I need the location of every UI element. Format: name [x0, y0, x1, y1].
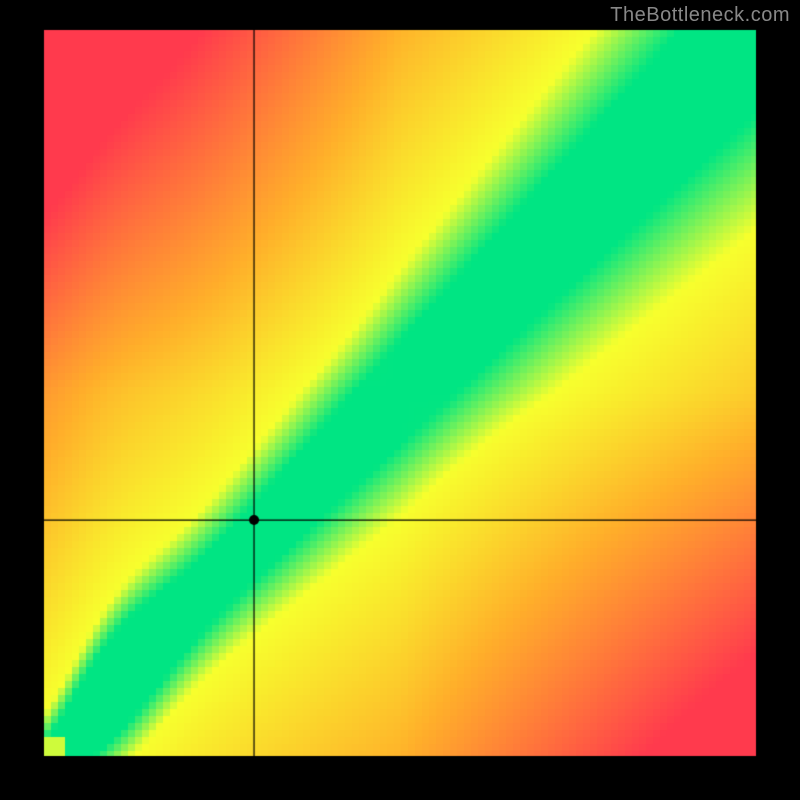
watermark-text: TheBottleneck.com: [610, 4, 790, 27]
chart-container: TheBottleneck.com: [0, 0, 800, 800]
heatmap-canvas: [0, 0, 800, 800]
